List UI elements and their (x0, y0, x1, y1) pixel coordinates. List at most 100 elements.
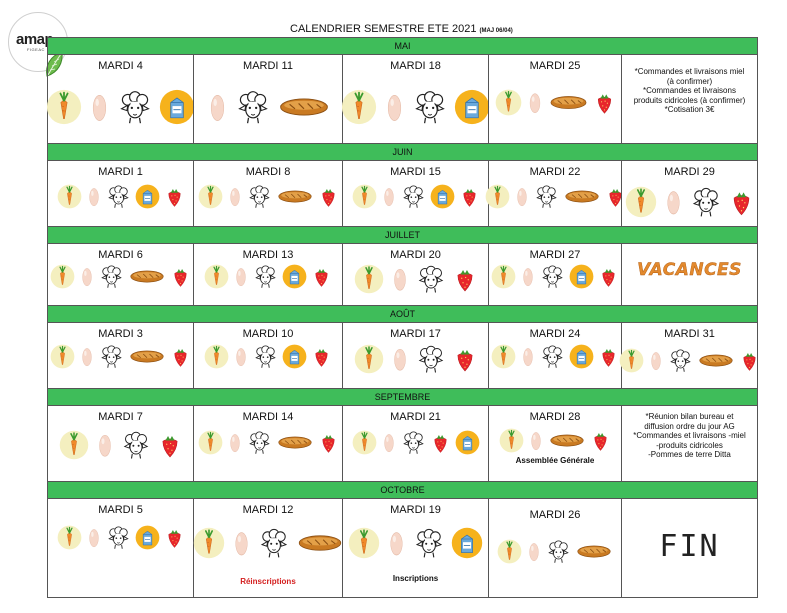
sheep-cheese-icon (546, 539, 571, 564)
sheep-cheese-icon (247, 184, 272, 209)
sheep-cheese-icon (416, 264, 446, 294)
info-line: diffusion ordre du jour AG (644, 421, 735, 431)
egg-icon (514, 184, 530, 209)
strawberry-icon (164, 525, 185, 550)
day-label: MARDI 18 (390, 60, 441, 72)
day-cell: MARDI 19 Inscriptions (342, 499, 488, 597)
month-row: MARDI 7 MARDI 14 MARDI 21 MARDI 28 Assemblée… (47, 406, 758, 482)
day-note: Inscriptions (392, 574, 439, 583)
day-cell: MARDI 1 (47, 161, 193, 226)
bread-icon (575, 539, 613, 564)
egg-icon (526, 89, 544, 116)
bread-icon (296, 527, 344, 559)
egg-icon (381, 184, 397, 209)
product-icons (343, 344, 488, 374)
egg-icon (233, 344, 249, 369)
day-label: MARDI 27 (529, 249, 581, 261)
sheep-cheese-icon (106, 184, 131, 209)
day-cell: MARDI 15 (342, 161, 488, 226)
egg-icon (383, 89, 406, 125)
sheep-cheese-icon (235, 89, 271, 125)
logo-subtext: FIGEAC (27, 47, 45, 52)
bread-icon (563, 184, 601, 209)
sheep-cheese-icon (99, 264, 124, 289)
day-cell: MARDI 20 (342, 244, 488, 305)
calendar-grid: MAI MARDI 4 MARDI 11 MARDI 18 MARDI 25 *Comma… (46, 37, 758, 598)
product-icons (489, 428, 621, 453)
month-row: MARDI 3 MARDI 10 MARDI 17 MARDI 24 MARDI 31 (47, 323, 758, 389)
strawberry-icon (452, 344, 478, 374)
day-label: MARDI 4 (98, 60, 143, 72)
egg-icon (231, 527, 252, 559)
info-notes: *Commandes et livraisons miel (à confirme… (626, 67, 753, 115)
product-icons (48, 264, 193, 289)
strawberry-icon (318, 184, 339, 209)
day-cell: MARDI 24 (488, 323, 621, 388)
sheep-cheese-icon (412, 89, 448, 125)
strawberry-icon (430, 430, 451, 455)
product-icons (489, 89, 621, 116)
day-label: MARDI 25 (529, 60, 581, 72)
egg-icon (526, 539, 542, 564)
milk-carton-icon (135, 525, 160, 550)
carrot-icon (198, 184, 223, 209)
carrot-icon (204, 344, 229, 369)
strawberry-icon (157, 430, 183, 460)
info-line: *Commandes et livraisons (643, 86, 736, 95)
day-label: MARDI 17 (390, 328, 441, 340)
carrot-icon (352, 430, 377, 455)
day-cell: MARDI 3 (47, 323, 193, 388)
info-line: produits cidricoles (à confirmer) (633, 95, 746, 105)
day-note: Réinscriptions (240, 577, 296, 586)
strawberry-icon (170, 344, 191, 369)
carrot-icon (50, 344, 75, 369)
day-label: MARDI 22 (529, 166, 581, 178)
egg-icon (79, 264, 95, 289)
product-icons (194, 344, 342, 369)
product-icons (48, 430, 193, 460)
carrot-icon (57, 184, 82, 209)
strawberry-icon (170, 264, 191, 289)
product-icons (343, 527, 488, 559)
carrot-icon (59, 430, 89, 460)
carrot-icon (619, 348, 644, 373)
info-line: *Commandes et livraisons -miel (633, 431, 746, 440)
carrot-icon (198, 430, 223, 455)
bread-icon (277, 89, 331, 125)
product-icons (622, 186, 757, 218)
sheep-cheese-icon (668, 348, 693, 373)
bread-icon (128, 344, 166, 369)
product-icons (489, 539, 621, 564)
strawberry-icon (311, 264, 332, 289)
day-cell: MARDI 7 (47, 406, 193, 481)
day-label: MARDI 13 (242, 249, 294, 261)
carrot-icon (57, 525, 82, 550)
day-label: MARDI 8 (245, 166, 291, 178)
day-cell: MARDI 27 (488, 244, 621, 305)
day-label: MARDI 29 (664, 166, 715, 178)
egg-icon (528, 428, 544, 453)
product-icons (343, 184, 488, 209)
product-icons (343, 430, 488, 455)
carrot-icon (193, 527, 225, 559)
strawberry-icon (459, 184, 480, 209)
month-header: MAI (47, 38, 758, 55)
milk-carton-icon (282, 264, 307, 289)
day-cell: MARDI 17 (342, 323, 488, 388)
day-cell: MARDI 11 (193, 55, 342, 143)
egg-icon (86, 525, 102, 550)
day-cell: MARDI 29 (621, 161, 758, 226)
sheep-cheese-icon (121, 430, 151, 460)
product-icons (194, 184, 342, 209)
month-row: MARDI 1 MARDI 8 MARDI 15 MARDI 22 MARDI 29 (47, 161, 758, 227)
day-cell: MARDI 26 (488, 499, 621, 597)
milk-carton-icon (569, 264, 594, 289)
title-main: CALENDRIER SEMESTRE ETE 2021 (290, 23, 477, 35)
month-row: MARDI 4 MARDI 11 MARDI 18 MARDI 25 *Commande… (46, 55, 758, 144)
sheep-cheese-icon (413, 527, 445, 559)
month-header: AOÛT (47, 306, 758, 323)
logo-text: amap (16, 31, 54, 48)
month-header: SEPTEMBRE (47, 389, 758, 406)
product-icons (48, 525, 193, 550)
day-label: MARDI 1 (98, 166, 143, 178)
